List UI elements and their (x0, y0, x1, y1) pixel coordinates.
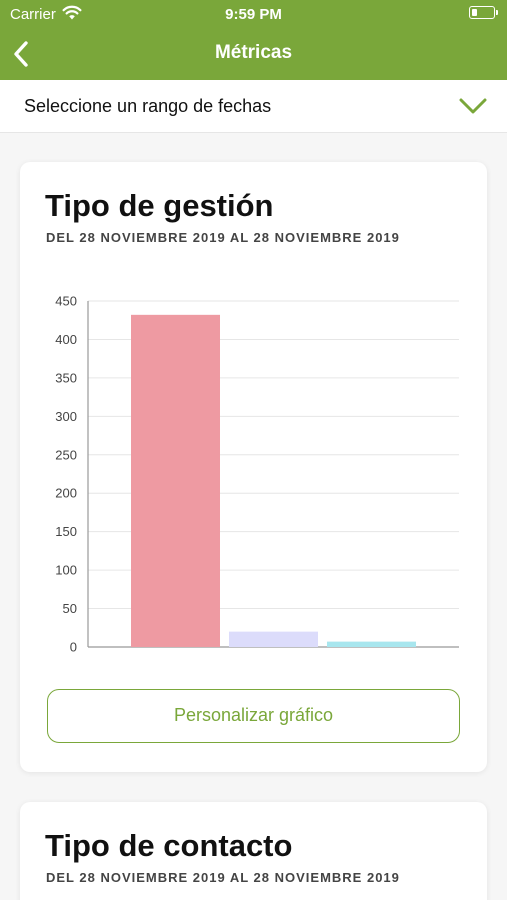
y-tick-label: 300 (55, 409, 77, 424)
metric-card-tipo-contacto: Tipo de contacto DEL 28 NOVIEMBRE 2019 A… (20, 802, 487, 900)
y-tick-label: 400 (55, 332, 77, 347)
chevron-down-icon (459, 98, 487, 114)
y-tick-label: 100 (55, 563, 77, 578)
clock: 9:59 PM (225, 6, 282, 23)
chevron-left-icon (14, 41, 28, 67)
customize-chart-button[interactable]: Personalizar gráfico (47, 689, 460, 743)
card-date-range: DEL 28 NOVIEMBRE 2019 AL 28 NOVIEMBRE 20… (46, 870, 400, 885)
date-range-label: Seleccione un rango de fechas (24, 96, 272, 116)
card-title: Tipo de gestión (45, 188, 274, 223)
bar-3[interactable] (327, 641, 416, 647)
y-tick-label: 350 (55, 370, 77, 385)
y-tick-label: 200 (55, 486, 77, 501)
status-bar: Carrier 9:59 PM (0, 0, 507, 28)
y-tick-label: 50 (63, 601, 77, 616)
bar-2[interactable] (229, 631, 318, 647)
y-tick-label: 0 (70, 640, 77, 655)
bar-chart: 0 50 100 150 200 250 300 350 400 450 (20, 282, 487, 662)
bar-chart-svg: 0 50 100 150 200 250 300 350 400 450 (55, 294, 459, 655)
back-button[interactable] (8, 36, 44, 72)
page-title: Métricas (214, 42, 293, 63)
battery-icon (469, 6, 498, 19)
y-tick-label: 450 (55, 294, 77, 309)
card-date-range: DEL 28 NOVIEMBRE 2019 AL 28 NOVIEMBRE 20… (46, 230, 400, 245)
wifi-icon (62, 5, 82, 25)
metric-card-tipo-gestion: Tipo de gestión DEL 28 NOVIEMBRE 2019 AL… (20, 162, 487, 772)
card-title: Tipo de contacto (45, 828, 293, 863)
y-tick-label: 250 (55, 447, 77, 462)
y-tick-label: 150 (55, 524, 77, 539)
navigation-bar: Métricas (0, 28, 507, 80)
date-range-selector[interactable]: Seleccione un rango de fechas (0, 80, 507, 133)
carrier-label: Carrier (10, 6, 56, 23)
bar-1[interactable] (131, 314, 220, 647)
